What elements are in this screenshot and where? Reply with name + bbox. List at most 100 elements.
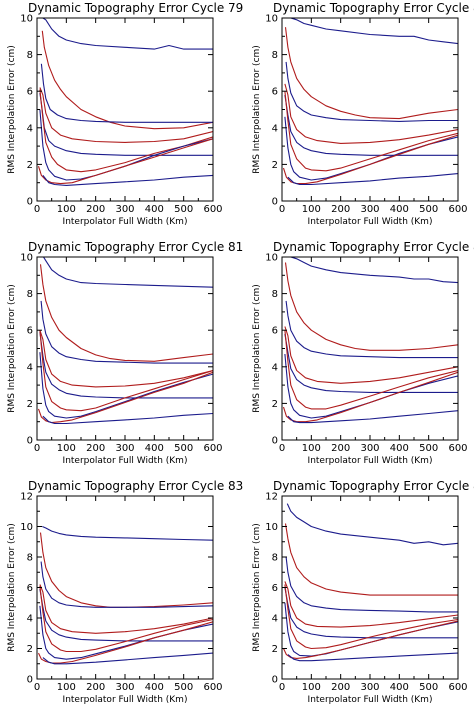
x-tick-label: 400 — [145, 443, 164, 454]
plot-frame — [281, 17, 459, 202]
x-tick-label: 0 — [34, 204, 40, 215]
series-line-6 — [39, 585, 213, 653]
series-line-1 — [286, 503, 458, 546]
x-tick-label: 200 — [331, 682, 350, 693]
series-line-8 — [283, 620, 458, 659]
x-tick-label: 300 — [360, 682, 379, 693]
x-tick-label: 0 — [34, 682, 40, 693]
chart-panel-1: Dynamic Topography Error Cycle 790 100 200… — [7, 1, 243, 227]
series-line-6 — [284, 584, 458, 650]
y-tick-label: 10 — [265, 522, 278, 533]
series-group — [282, 257, 458, 424]
y-tick-label: 8 — [27, 289, 33, 300]
y-tick-label: 0 — [272, 436, 278, 447]
y-tick-label: 0 — [27, 436, 33, 447]
x-tick-label: 500 — [174, 682, 193, 693]
series-line-6 — [284, 91, 458, 172]
chart-title: Dynamic Topography Error Cycle 84 — [273, 479, 474, 493]
series-line-9 — [287, 410, 458, 424]
x-tick-label: 100 — [302, 204, 321, 215]
x-tick-label: 300 — [360, 443, 379, 454]
series-group — [37, 18, 213, 186]
series-line-4 — [39, 87, 213, 143]
series-line-6 — [284, 330, 458, 410]
y-tick-label: 2 — [27, 399, 33, 410]
y-tick-label: 8 — [27, 553, 33, 564]
y-tick-label: 0 — [272, 675, 278, 686]
series-line-2 — [41, 30, 213, 130]
series-line-5 — [39, 92, 213, 156]
y-tick-label: 10 — [265, 14, 278, 25]
series-line-1 — [287, 257, 458, 284]
series-line-1 — [42, 525, 213, 541]
y-tick-label: 8 — [27, 50, 33, 61]
series-line-4 — [284, 326, 458, 384]
series-line-9 — [287, 173, 458, 186]
x-tick-label: 0 — [279, 204, 285, 215]
x-tick-label: 300 — [360, 204, 379, 215]
y-tick-label: 6 — [272, 326, 278, 337]
y-tick-label: 8 — [272, 553, 278, 564]
y-tick-label: 4 — [27, 362, 33, 373]
x-tick-label: 200 — [86, 204, 105, 215]
y-tick-label: 2 — [27, 160, 33, 171]
y-axis-label: RMS Interpolation Error (cm) — [7, 284, 17, 413]
x-tick-label: 0 — [279, 443, 285, 454]
x-tick-label: 300 — [115, 204, 134, 215]
y-axis-label: RMS Interpolation Error (cm) — [7, 45, 17, 174]
x-tick-label: 400 — [145, 204, 164, 215]
series-line-5 — [284, 333, 458, 393]
x-axis-label: Interpolator Full Width (Km) — [308, 456, 433, 466]
y-tick-label: 0 — [27, 675, 33, 686]
y-axis-label: RMS Interpolation Error (cm) — [252, 45, 262, 174]
x-tick-label: 0 — [34, 443, 40, 454]
x-tick-label: 600 — [448, 682, 467, 693]
x-tick-label: 300 — [115, 443, 134, 454]
chart-title: Dynamic Topography Error Cycle 82 — [273, 240, 474, 254]
x-tick-label: 400 — [145, 682, 164, 693]
series-line-7 — [39, 109, 213, 181]
series-line-1 — [41, 257, 213, 288]
x-tick-label: 200 — [331, 204, 350, 215]
series-line-1 — [40, 18, 213, 50]
chart-panel-3: Dynamic Topography Error Cycle 810 100 200… — [7, 240, 243, 466]
series-line-7 — [39, 352, 213, 419]
y-tick-label: 4 — [27, 123, 33, 134]
y-axis-label: RMS Interpolation Error (cm) — [252, 284, 262, 413]
y-tick-label: 6 — [27, 87, 33, 98]
x-tick-label: 600 — [203, 682, 222, 693]
x-tick-label: 100 — [57, 443, 76, 454]
x-axis-label: Interpolator Full Width (Km) — [308, 217, 433, 227]
series-line-6 — [39, 330, 213, 412]
series-line-8 — [282, 371, 458, 423]
y-tick-label: 6 — [272, 583, 278, 594]
series-line-3 — [40, 300, 213, 364]
series-line-3 — [40, 561, 213, 608]
y-tick-label: 2 — [27, 644, 33, 655]
series-line-2 — [284, 523, 458, 596]
y-tick-label: 2 — [272, 399, 278, 410]
series-line-5 — [284, 587, 458, 639]
x-tick-label: 0 — [279, 682, 285, 693]
series-line-2 — [39, 264, 213, 362]
series-line-9 — [42, 412, 213, 425]
series-line-4 — [284, 83, 458, 144]
series-line-5 — [39, 588, 213, 642]
x-tick-label: 300 — [115, 682, 134, 693]
series-line-1 — [287, 18, 458, 45]
y-tick-label: 6 — [272, 87, 278, 98]
chart-title: Dynamic Topography Error Cycle 81 — [28, 240, 243, 254]
y-tick-label: 8 — [272, 50, 278, 61]
series-line-4 — [284, 581, 458, 628]
y-tick-label: 4 — [272, 123, 278, 134]
series-line-3 — [285, 61, 458, 122]
x-tick-label: 400 — [390, 682, 409, 693]
x-axis-label: Interpolator Full Width (Km) — [63, 217, 188, 227]
y-tick-label: 10 — [20, 522, 33, 533]
series-line-7 — [284, 116, 458, 181]
x-tick-label: 400 — [390, 443, 409, 454]
y-axis-label: RMS Interpolation Error (cm) — [7, 523, 17, 652]
x-tick-label: 600 — [203, 443, 222, 454]
series-line-4 — [39, 584, 213, 634]
